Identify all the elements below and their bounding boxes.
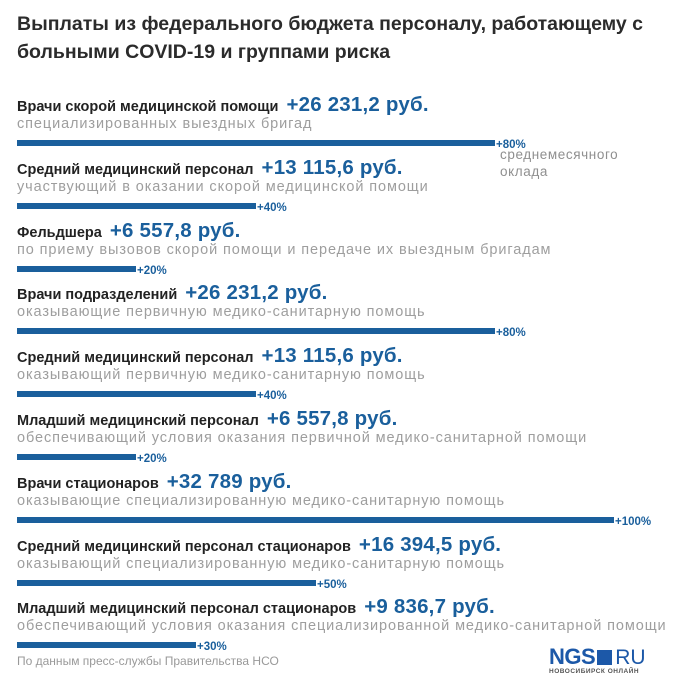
- bar-heading: Средний медицинский персонал стационаров…: [17, 533, 501, 557]
- category-label: Врачи подразделений: [17, 287, 178, 304]
- bar-item: Врачи подразделений +26 231,2 руб. оказыва…: [17, 281, 667, 341]
- logo-wordmark: NGS: [549, 644, 596, 669]
- bar-heading: Врачи подразделений +26 231,2 руб.: [17, 281, 328, 305]
- percent-label: +30%: [197, 641, 227, 654]
- bar-item: Фельдшера +6 557,8 руб. по приему вызовов …: [17, 219, 667, 279]
- bar-item: Врачи стационаров +32 789 руб. оказывающие…: [17, 470, 667, 530]
- source-note: По данным пресс-службы Правительства НСО: [17, 654, 279, 668]
- bar-heading: Фельдшера +6 557,8 руб.: [17, 219, 241, 243]
- bar-heading: Средний медицинский персонал +13 115,6 ру…: [17, 344, 403, 368]
- amount-label: +13 115,6 руб.: [261, 155, 403, 179]
- logo-domain: RU: [615, 646, 646, 669]
- bar: [17, 454, 136, 460]
- category-subtitle: участвующий в оказании скорой медицинско…: [17, 178, 429, 195]
- bar-item: Врачи скорой медицинской помощи +26 231,2…: [17, 93, 667, 153]
- percent-label: +20%: [137, 453, 167, 465]
- unit-note: среднемесячного оклада: [500, 147, 619, 179]
- percent-label: +40%: [257, 390, 287, 403]
- bar: [17, 642, 196, 649]
- logo-square-icon: [597, 650, 613, 665]
- bar-item: Младший медицинский персонал +6 557,8 руб…: [17, 407, 667, 467]
- category-label: Врачи скорой медицинской помощи: [17, 99, 279, 115]
- category-label: Младший медицинский персонал: [17, 413, 259, 429]
- category-subtitle: обеспечивающий условия оказания первично…: [17, 430, 588, 446]
- bar-item: Средний медицинский персонал +13 115,6 ру…: [17, 344, 667, 404]
- category-label: Врачи стационаров: [17, 475, 159, 492]
- percent-label: +20%: [137, 264, 167, 277]
- category-label: Средний медицинский персонал: [17, 350, 254, 367]
- percent-label: +100%: [615, 515, 652, 528]
- bar: [17, 140, 495, 146]
- amount-label: +6 557,8 руб.: [266, 407, 398, 430]
- amount-label: +9 836,7 руб.: [364, 595, 495, 619]
- chart-title: Выплаты из федерального бюджета персонал…: [17, 13, 643, 63]
- bar: [17, 265, 136, 272]
- bar: [17, 391, 256, 398]
- bar-item: Средний медицинский персонал +13 115,6 ру…: [17, 156, 667, 216]
- amount-label: +26 231,2 руб.: [286, 93, 429, 116]
- amount-label: +26 231,2 руб.: [185, 281, 328, 305]
- category-subtitle: обеспечивающий условия оказания специали…: [17, 618, 667, 635]
- amount-label: +32 789 руб.: [166, 469, 292, 493]
- amount-label: +6 557,8 руб.: [109, 218, 241, 242]
- category-label: Средний медицинский персонал стационаров: [17, 538, 351, 555]
- bar-heading: Младший медицинский персонал +6 557,8 руб…: [17, 407, 398, 431]
- category-subtitle: оказывающий первичную медико-санитарную …: [17, 367, 426, 384]
- category-subtitle: оказывающий специализированную медико-са…: [17, 555, 505, 572]
- category-label: Фельдшера: [17, 224, 102, 241]
- bar-heading: Средний медицинский персонал +13 115,6 ру…: [17, 156, 403, 180]
- bar: [17, 516, 614, 523]
- bar-heading: Врачи скорой медицинской помощи +26 231,2…: [17, 93, 429, 117]
- percent-label: +80%: [496, 327, 526, 340]
- ngs-logo: NGS RU НОВОСИБИРСК ОНЛАЙН: [549, 646, 659, 676]
- bar-item: Средний медицинский персонал стационаров…: [17, 533, 667, 593]
- bar-item: Младший медицинский персонал стационаров…: [17, 595, 667, 655]
- percent-label: +40%: [257, 201, 287, 214]
- amount-label: +16 394,5 руб.: [358, 532, 502, 556]
- bar: [17, 579, 316, 586]
- logo-tagline: НОВОСИБИРСК ОНЛАЙН: [549, 668, 640, 675]
- category-subtitle: оказывающие первичную медико-санитарную …: [17, 304, 426, 321]
- amount-label: +13 115,6 руб.: [261, 344, 403, 368]
- category-subtitle: оказывающие специализированную медико-са…: [17, 492, 505, 509]
- percent-label: +80%: [496, 139, 526, 151]
- bar: [17, 202, 256, 209]
- bar-heading: Врачи стационаров +32 789 руб.: [17, 470, 292, 494]
- category-subtitle: специализированных выездных бригад: [17, 116, 313, 132]
- bar-heading: Младший медицинский персонал стационаров…: [17, 595, 495, 619]
- percent-label: +50%: [317, 578, 347, 591]
- bar: [17, 328, 495, 335]
- category-subtitle: по приему вызовов скорой помощи и переда…: [17, 241, 552, 258]
- category-label: Средний медицинский персонал: [17, 161, 254, 178]
- category-label: Младший медицинский персонал стационаров: [17, 601, 357, 618]
